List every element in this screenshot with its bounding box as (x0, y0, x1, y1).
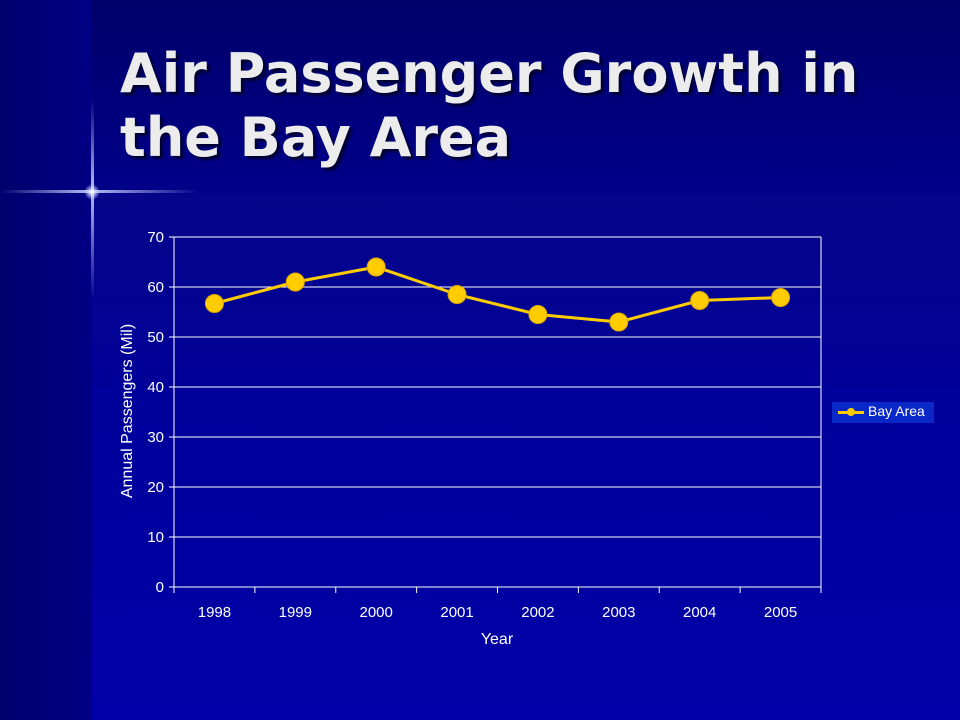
data-point-2000 (366, 257, 386, 277)
left-band (0, 0, 92, 720)
data-point-2004 (690, 291, 710, 310)
series-bay-area (204, 257, 791, 332)
lens-flare-center (84, 184, 100, 200)
x-tick-label-2002: 2002 (521, 604, 554, 621)
x-tick-label-1999: 1999 (279, 604, 312, 621)
legend-label-bay-area: Bay Area (868, 403, 925, 419)
y-tick-label-10: 10 (147, 529, 164, 546)
data-point-2002 (528, 305, 548, 324)
lens-flare-horizontal (0, 190, 200, 193)
y-tick-label-50: 50 (147, 329, 164, 346)
data-point-2003 (609, 312, 629, 332)
data-point-2001 (447, 285, 467, 304)
y-tick-label-60: 60 (147, 279, 164, 296)
y-axis-title: Annual Passengers (Mil) (119, 324, 136, 498)
x-tick-label-2003: 2003 (602, 604, 635, 621)
legend-marker-swatch (847, 408, 855, 416)
x-axis-ticks: 1998 1999 2000 2001 2002 2003 2004 2005 (173, 587, 822, 621)
y-tick-label-40: 40 (147, 379, 164, 396)
data-point-1998 (204, 294, 224, 313)
data-point-2005 (771, 288, 791, 307)
slide-title: Air Passenger Growth in the Bay Area (120, 42, 859, 169)
data-point-1999 (285, 272, 305, 292)
y-tick-label-30: 30 (147, 429, 164, 446)
y-tick-label-70: 70 (147, 229, 164, 246)
lens-flare-vertical (91, 100, 94, 300)
x-tick-label-2001: 2001 (440, 604, 473, 621)
x-tick-label-2005: 2005 (764, 604, 797, 621)
y-tick-label-0: 0 (156, 579, 164, 596)
chart-grid (174, 236, 821, 538)
x-axis-title: Year (481, 631, 514, 648)
x-tick-label-2000: 2000 (360, 604, 393, 621)
x-tick-label-1998: 1998 (198, 604, 231, 621)
x-tick-label-2004: 2004 (683, 604, 716, 621)
series-line-bay-area (214, 265, 781, 324)
header-band (92, 0, 960, 194)
chart-legend: Bay Area (832, 402, 934, 423)
y-tick-label-20: 20 (147, 479, 164, 496)
y-axis-ticks: 0 10 20 30 40 50 60 70 (147, 229, 174, 596)
